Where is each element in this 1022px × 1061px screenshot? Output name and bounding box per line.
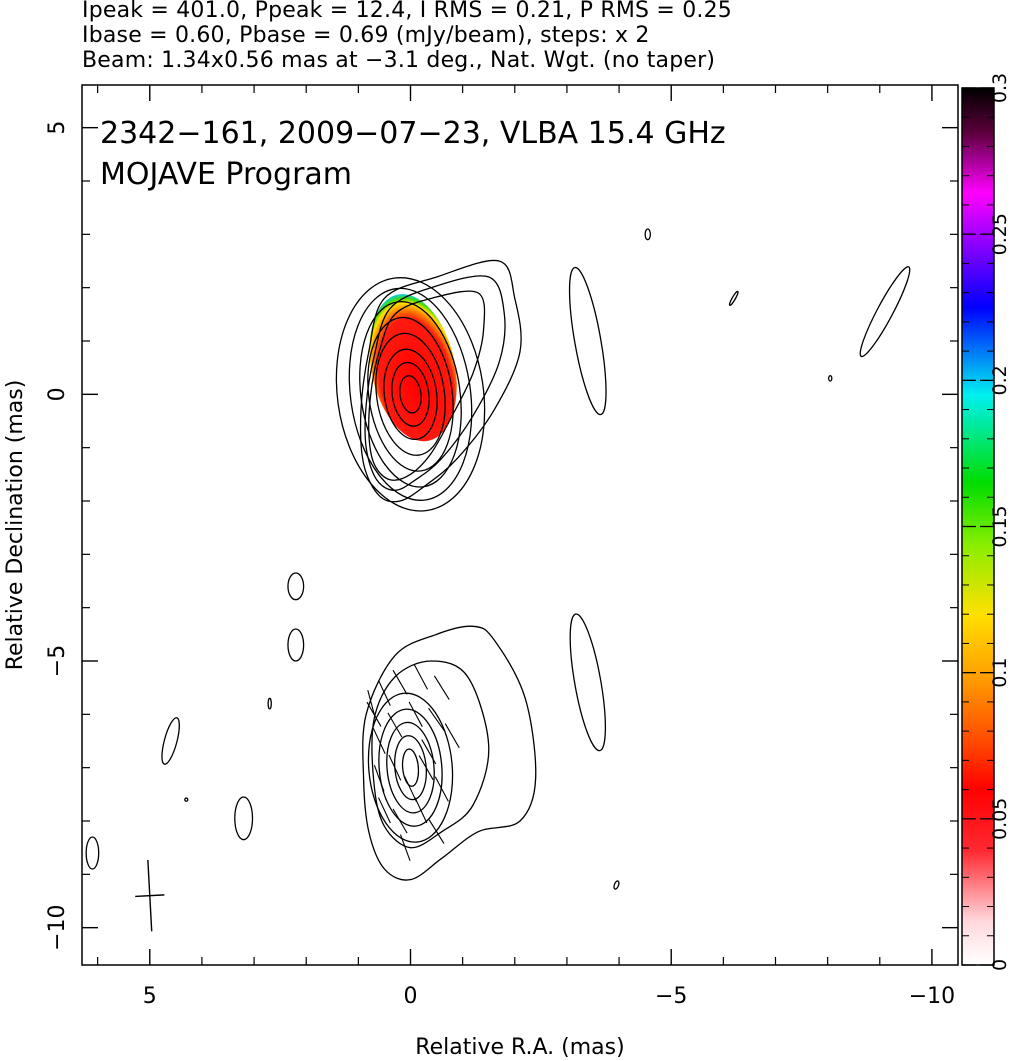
colorbar-tick-label: 0 xyxy=(989,959,1011,971)
colorbar-tick-label: 0.2 xyxy=(989,365,1011,395)
chart-title: 2342−161, 2009−07−23, VLBA 15.4 GHz xyxy=(100,116,726,151)
chart-subtitle: MOJAVE Program xyxy=(100,157,352,192)
lower-component-contour xyxy=(386,721,435,814)
lower-component-outer-contour xyxy=(371,660,490,849)
evpa-vector xyxy=(413,664,428,690)
evpa-vector xyxy=(392,669,408,695)
lower-component-outer-contour xyxy=(362,625,537,881)
plot-frame xyxy=(81,84,959,966)
evpa-vector xyxy=(434,776,449,802)
y-axis-title: Relative Declination (mas) xyxy=(3,380,28,671)
colorbar-ticks: 0 0.05 0.1 0.15 0.2 0.25 0.3 xyxy=(962,73,1011,971)
x-tick-label: 5 xyxy=(143,984,157,1009)
core-component-contour xyxy=(348,287,473,501)
lower-component-contour xyxy=(401,748,420,787)
evpa-vector xyxy=(378,680,391,706)
evpa-vector xyxy=(399,834,411,862)
evpa-vector xyxy=(392,808,408,834)
lower-component-contour xyxy=(378,708,443,827)
isolated-contour xyxy=(728,290,739,306)
header-stats-line-1: Ipeak = 401.0, Ppeak = 12.4, I RMS = 0.2… xyxy=(82,0,732,23)
colorbar-tick-label: 0.15 xyxy=(989,505,1011,547)
lower-component-contour xyxy=(367,692,454,843)
evpa-vector xyxy=(367,690,376,718)
evpa-vector xyxy=(408,701,423,727)
core-component-contour xyxy=(375,332,446,456)
evpa-vector xyxy=(404,776,417,802)
colorbar-tick-label: 0.1 xyxy=(989,658,1011,688)
evpa-vector xyxy=(387,712,403,738)
x-tick-label: −10 xyxy=(909,984,955,1009)
y-tick-label: 0 xyxy=(45,387,70,401)
evpa-vector xyxy=(373,764,385,792)
x-tick-label: −5 xyxy=(655,984,687,1009)
x-axis-title: Relative R.A. (mas) xyxy=(415,1035,624,1060)
evpa-vector xyxy=(428,819,445,844)
evpa-vector xyxy=(418,755,434,781)
polarization-color-region xyxy=(369,294,457,442)
evpa-vector xyxy=(372,728,386,754)
isolated-contour xyxy=(613,880,620,890)
core-component-outer-contour xyxy=(364,275,506,491)
core-component-outer-contour xyxy=(359,259,522,503)
core-component-contour xyxy=(399,375,422,414)
core-component-contour xyxy=(335,277,486,512)
isolated-contour xyxy=(568,266,607,416)
isolated-contour xyxy=(184,797,189,802)
y-tick-label: −10 xyxy=(45,904,70,950)
evpa-vector xyxy=(378,797,391,824)
isolated-contour xyxy=(287,572,305,601)
isolated-contour xyxy=(234,796,254,841)
header-beam-line: Beam: 1.34x0.56 mas at −3.1 deg., Nat. W… xyxy=(82,48,716,73)
evpa-vector xyxy=(421,739,437,765)
isolated-contour xyxy=(161,717,180,765)
isolated-contour xyxy=(569,613,607,752)
plot-area xyxy=(85,228,911,932)
core-component-contour xyxy=(383,348,438,441)
core-component-contour xyxy=(367,316,454,472)
isolated-contour xyxy=(644,228,652,241)
colorbar-tick-label: 0.05 xyxy=(989,798,1011,840)
core-component-contour xyxy=(391,361,430,427)
colorbar-tick-label: 0.25 xyxy=(989,213,1011,255)
core-component-contour xyxy=(359,301,462,488)
evpa-vector xyxy=(444,723,460,749)
evpa-vector xyxy=(388,754,402,781)
header-stats-line-2: Ibase = 0.60, Pbase = 0.69 (mJy/beam), s… xyxy=(82,23,650,48)
beam-marker-minor xyxy=(135,894,165,898)
evpa-vector xyxy=(428,707,446,732)
x-tick-label: 0 xyxy=(404,984,418,1009)
isolated-contour xyxy=(287,628,305,662)
isolated-contour xyxy=(267,697,272,710)
colorbar-tick-label: 0.3 xyxy=(989,73,1011,103)
isolated-contour xyxy=(828,375,833,382)
evpa-vector xyxy=(433,675,450,700)
y-tick-label: 5 xyxy=(45,121,70,135)
evpa-vector xyxy=(414,797,428,824)
isolated-contour xyxy=(859,266,911,358)
y-tick-label: −5 xyxy=(45,645,70,677)
axis-ticks: 5 0 −5 −10 5 0 −5 −10 xyxy=(45,85,958,1009)
lower-component-contour xyxy=(394,735,427,801)
isolated-contour xyxy=(85,836,100,870)
